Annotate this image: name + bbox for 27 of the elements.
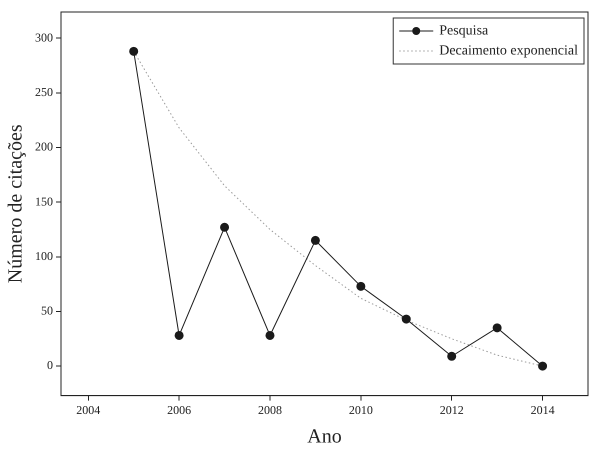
y-axis-title: Número de citações [4, 124, 26, 284]
x-tick-label: 2010 [348, 402, 373, 417]
y-tick-label: 300 [35, 30, 53, 44]
y-tick-label: 150 [35, 194, 53, 208]
x-tick-label: 2012 [440, 402, 464, 417]
point [174, 330, 184, 340]
point [447, 352, 456, 361]
point [265, 330, 274, 340]
point [538, 362, 548, 371]
x-tick-label: 2006 [167, 402, 192, 417]
point [310, 236, 320, 245]
point [220, 222, 230, 232]
x-tick-label: 2004 [76, 402, 100, 417]
x-axis-title: Ano [307, 425, 342, 448]
y-tick-label: 0 [47, 358, 53, 372]
y-tick-label: 50 [41, 304, 53, 318]
point [356, 282, 366, 291]
y-tick-label: 250 [35, 85, 53, 100]
point [129, 46, 138, 56]
legend-label: Decaimento exponencial [439, 44, 578, 59]
point [402, 314, 411, 324]
y-tick-label: 100 [35, 248, 53, 263]
legend-label: Pesquisa [439, 24, 490, 39]
point [492, 323, 502, 332]
y-tick-label: 200 [35, 140, 53, 154]
x-tick-label: 2008 [258, 402, 282, 417]
x-tick-label: 2014 [530, 402, 555, 417]
